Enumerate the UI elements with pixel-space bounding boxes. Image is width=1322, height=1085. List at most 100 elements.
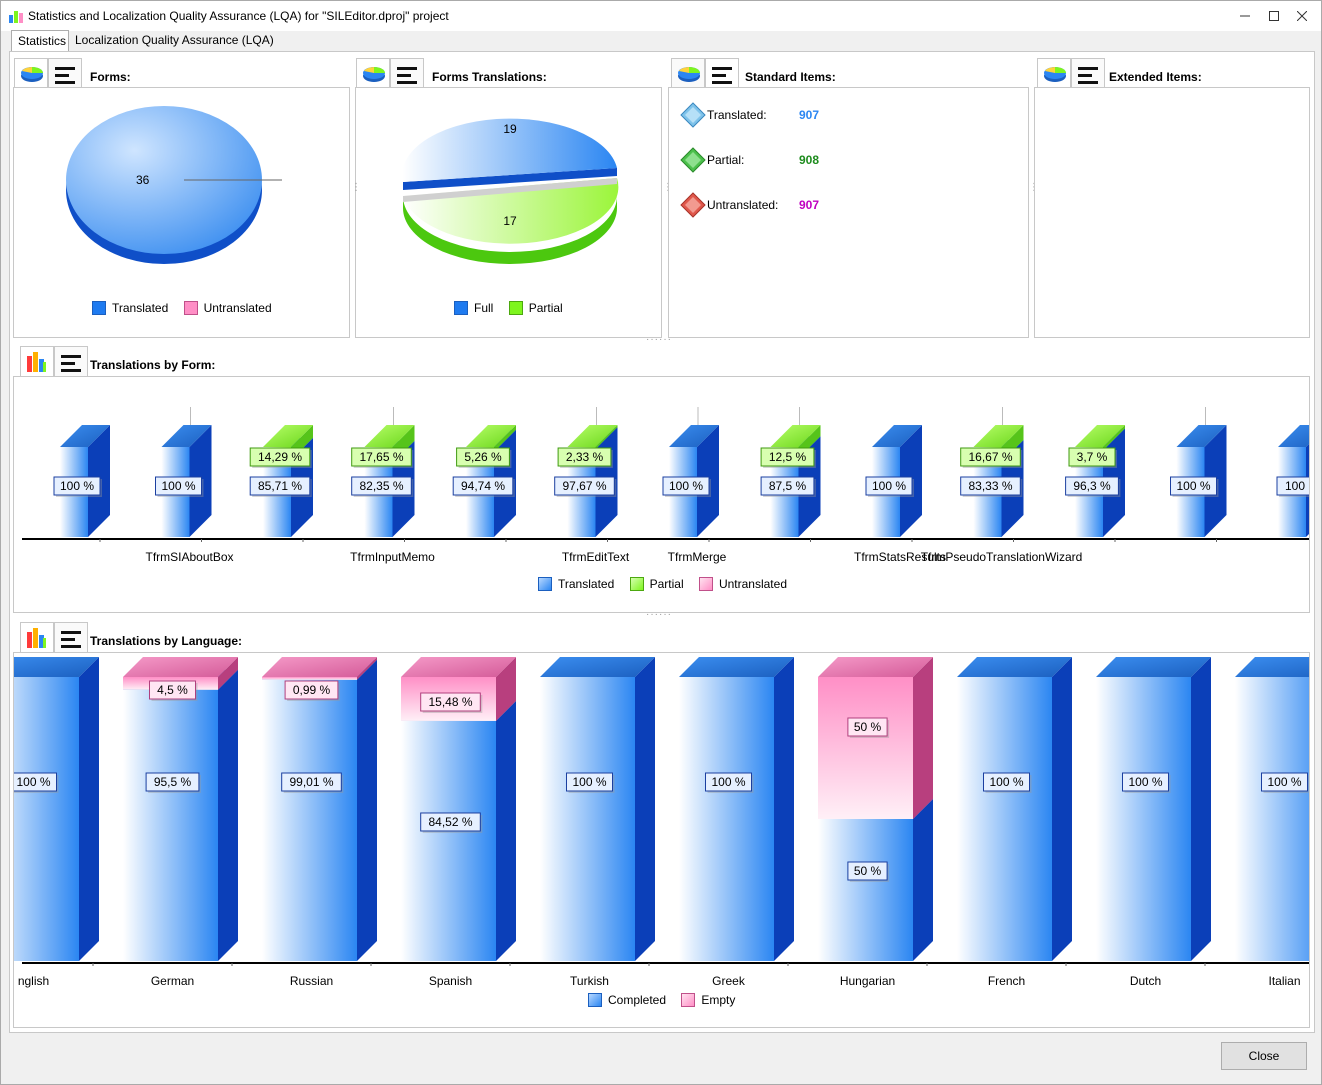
chart-type-tab[interactable] [20, 346, 54, 376]
chart-type-tab[interactable] [14, 58, 48, 88]
splitter-handle[interactable]: ······ [646, 609, 672, 620]
standard-partial-label: Partial: [707, 153, 745, 167]
data-label-text: 0,99 % [293, 683, 331, 697]
standard-partial-value: 908 [799, 153, 820, 167]
bar-completed [540, 657, 655, 961]
data-label-box [249, 447, 311, 467]
legend-toggle-tab[interactable] [705, 58, 739, 88]
bar-completed-front [540, 677, 635, 961]
translations-by-form-chart: 100 % 100 % TfrmSIAboutBox 85,71 % 14,29 % 82… [22, 407, 1309, 564]
legend-swatch-full [454, 301, 468, 315]
bar-completed [679, 657, 794, 961]
close-window-button[interactable] [1287, 1, 1317, 31]
data-label-partial: 3,7 % [1068, 447, 1117, 468]
by-language-legend: Completed Empty [588, 993, 735, 1007]
legend-toggle-tab[interactable] [54, 622, 88, 652]
untranslated-diamond-icon [680, 192, 706, 218]
bar-translated-front [973, 462, 1002, 537]
data-label-partial: 14,29 % [249, 447, 312, 468]
splitter-handle[interactable]: ⋮ [663, 182, 673, 193]
splitter-handle[interactable]: ······ [646, 334, 672, 345]
legend-toggle-tab[interactable] [54, 346, 88, 376]
minimize-button[interactable] [1230, 1, 1260, 31]
data-label-text: 100 % [872, 479, 906, 493]
data-label-box [456, 447, 510, 467]
data-label-text: 100 % [572, 775, 606, 789]
bar-completed [1235, 657, 1309, 961]
data-label-text: 100 % [989, 775, 1023, 789]
statistics-content: Forms: 36 Translated Untransla [9, 51, 1315, 1033]
x-tick-label: TfrmPseudoTranslationWizard [921, 550, 1083, 564]
data-label-text: 16,67 % [968, 450, 1012, 464]
data-label-text: 100 % [1176, 479, 1210, 493]
bar-empty-side [496, 657, 516, 721]
bar-translated-top [1278, 425, 1309, 447]
data-label-box [1068, 447, 1116, 467]
standard-untranslated-value: 907 [799, 198, 820, 212]
data-label-translated: 100 [1276, 476, 1309, 497]
extended-items-panel-header: Extended Items: [1037, 58, 1307, 88]
bar-partial-side [1103, 425, 1125, 451]
bar-translated-top [60, 425, 110, 447]
bar-completed-top [1235, 657, 1309, 677]
bar-completed-front [1235, 677, 1309, 961]
data-label-text: 15,48 % [428, 695, 472, 709]
pie-chart-icon [1044, 67, 1066, 82]
legend-label: Untranslated [718, 577, 787, 591]
data-label-box [420, 692, 481, 712]
legend-toggle-tab[interactable] [1071, 58, 1105, 88]
chart-type-tab[interactable] [671, 58, 705, 88]
bar-completed-front [818, 819, 913, 961]
bar-partial-top [1075, 425, 1125, 447]
data-label-text: 85,71 % [258, 479, 302, 493]
splitter-handle[interactable]: ⋮ [1029, 182, 1039, 193]
minimize-icon [1240, 15, 1250, 17]
chart-type-tab[interactable] [1037, 58, 1071, 88]
x-tick-label: Spanish [429, 974, 472, 988]
legend-toggle-tab[interactable] [48, 58, 82, 88]
bar-translated-top [1176, 425, 1227, 447]
legend-toggle-tab[interactable] [390, 58, 424, 88]
data-label-box [284, 680, 339, 700]
data-label-box [249, 476, 311, 496]
bar-empty-side [913, 657, 933, 819]
forms-chart-box: 36 Translated Untranslated [13, 87, 350, 338]
bar-empty-top [818, 657, 933, 677]
tab-lqa[interactable]: Localization Quality Assurance (LQA) [75, 33, 274, 47]
maximize-button[interactable] [1259, 1, 1289, 31]
data-label-text: 17,65 % [359, 450, 403, 464]
splitter-handle[interactable]: ⋮ [351, 182, 361, 193]
data-label-text: 82,35 % [359, 479, 403, 493]
data-label-translated: 94,74 % [452, 476, 515, 497]
bar-completed [957, 657, 1072, 961]
data-label-box [847, 717, 888, 737]
data-label-partial: 12,5 % [760, 447, 816, 468]
x-tick-label: Hungarian [840, 974, 895, 988]
x-tick-label: Turkish [570, 974, 609, 988]
tab-statistics[interactable]: Statistics [11, 30, 69, 53]
data-label-empty: 0,99 % [284, 680, 340, 701]
pie-label-full: 19 [503, 122, 517, 136]
bar-completed-side [913, 799, 933, 961]
chart-type-tab[interactable] [20, 622, 54, 652]
x-tick-label: French [988, 974, 1025, 988]
x-tick-label: TfrmSIAboutBox [145, 550, 233, 564]
data-label-box [149, 680, 196, 700]
bar-completed-top [14, 657, 99, 677]
bar-completed-side [218, 669, 238, 961]
forms-translations-chart-box: 19 17 Full Partial [355, 87, 662, 338]
data-label-box [960, 447, 1021, 467]
chart-type-tab[interactable] [356, 58, 390, 88]
bar-translated-top [872, 425, 922, 447]
data-label-box [705, 772, 752, 792]
bar-completed-side [1052, 657, 1072, 961]
bar-empty-top [262, 657, 377, 677]
x-tick-label: Dutch [1130, 974, 1161, 988]
close-button[interactable]: Close [1221, 1042, 1307, 1070]
data-label-translated: 96,3 % [1065, 476, 1121, 497]
by-form-title: Translations by Form: [90, 358, 216, 372]
x-tick-label: TfrmStatsResults [854, 550, 946, 564]
extended-items-box [1034, 87, 1310, 338]
data-label-box [865, 476, 913, 496]
